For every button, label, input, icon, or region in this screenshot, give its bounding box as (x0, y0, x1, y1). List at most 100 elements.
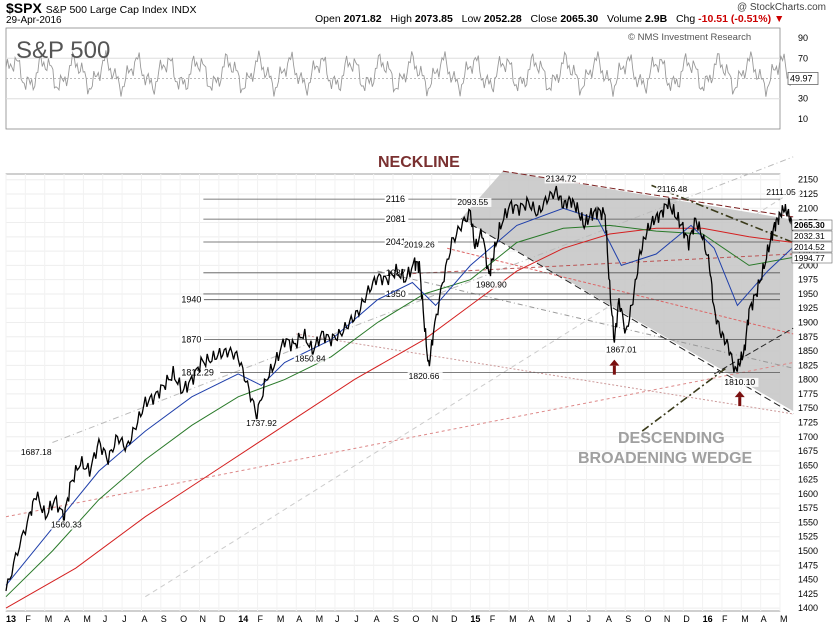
price-tick-label: 1625 (798, 475, 818, 485)
x-tick-label: M (741, 614, 749, 624)
x-tick-label: O (180, 614, 187, 624)
x-tick-label: F (490, 614, 496, 624)
price-tick-label: 1575 (798, 503, 818, 513)
wedge-shading (461, 171, 794, 412)
x-tick-label: A (64, 614, 70, 624)
x-tick-label: M (509, 614, 516, 624)
level-label: 1812.29 (181, 368, 214, 378)
level-label-bg (180, 334, 204, 344)
chart-credit: © NMS Investment Research (628, 32, 751, 43)
price-label: 1737.92 (246, 418, 277, 428)
x-tick-label: A (141, 614, 147, 624)
price-tick-label: 1875 (798, 332, 818, 342)
x-tick-label: F (258, 614, 264, 624)
exchange: INDX (171, 4, 197, 16)
x-tick-label: A (761, 614, 767, 624)
price-tick-label: 2150 (798, 175, 818, 185)
ma-green-line (5, 224, 794, 598)
support-fan-line (145, 190, 794, 598)
price-label: 2116.48 (657, 184, 687, 194)
x-tick-label: J (335, 614, 340, 624)
chg-value: -10.51 (-0.51%) (698, 13, 772, 25)
x-tick-label: M (45, 614, 53, 624)
x-tick-label: A (606, 614, 612, 624)
price-tick-label: 1675 (798, 446, 818, 456)
level-label-bg (384, 267, 409, 277)
last-value-label: 1994.77 (794, 253, 825, 263)
last-value-label: 2065.30 (794, 220, 825, 230)
price-tick-label: 1900 (798, 318, 818, 328)
price-label-bg (19, 448, 55, 458)
x-tick-label: F (25, 614, 31, 624)
volume-label: Volume (607, 13, 643, 25)
x-tick-label: S (393, 614, 399, 624)
resistance-line (447, 247, 794, 335)
rsi-tick-label: 90 (798, 33, 808, 43)
rsi-line (5, 50, 794, 97)
up-arrow-icon (609, 359, 620, 366)
price-tick-label: 1950 (798, 289, 818, 299)
price-label-bg (245, 419, 281, 429)
symbol-line: $SPX S&P 500 Large Cap Index INDX (6, 0, 197, 16)
rsi-tick-label: 30 (798, 94, 808, 104)
watermark: @ StockCharts.com (736, 2, 826, 13)
price-tick-label: 1800 (798, 375, 818, 385)
ohlc-readout: Open 2071.82 High 2073.85 Low 2052.28 Cl… (315, 13, 784, 25)
channel-line (651, 184, 794, 244)
level-label-bg (384, 236, 409, 246)
x-tick-label: A (528, 614, 534, 624)
x-tick-label: S (625, 614, 631, 624)
price-label: 2134.72 (546, 173, 577, 183)
last-value-label: 2032.31 (794, 231, 825, 241)
level-label: 2081 (386, 214, 406, 224)
price-label-bg (407, 371, 443, 381)
x-tick-label: M (548, 614, 556, 624)
open-value: 2071.82 (343, 13, 382, 25)
level-label: 1940 (181, 295, 201, 305)
x-tick-label: N (200, 614, 207, 624)
close-value: 2065.30 (560, 13, 599, 25)
price-label-bg (723, 377, 759, 387)
x-tick-label: M (83, 614, 91, 624)
resistance-line (405, 253, 794, 275)
rsi-last-box (787, 72, 819, 85)
level-label-bg (384, 288, 409, 298)
price-tick-label: 1700 (798, 432, 818, 442)
chart-header: $SPX S&P 500 Large Cap Index INDX 29-Apr… (0, 0, 840, 28)
price-label: 1687.18 (21, 447, 52, 457)
x-tick-label: O (412, 614, 419, 624)
price-tick-label: 1400 (798, 603, 818, 613)
level-label-bg (384, 194, 409, 204)
volume-value: 2.9B (645, 13, 668, 25)
x-tick-label: 14 (238, 614, 248, 624)
wedge-annotation-line1: DESCENDING (618, 430, 725, 447)
x-tick-label: A (374, 614, 380, 624)
last-value-box (791, 219, 833, 231)
level-label: 1950 (386, 289, 406, 299)
x-tick-label: D (219, 614, 226, 624)
x-tick-label: O (645, 614, 652, 624)
price-label-bg (474, 280, 510, 290)
price-label: 1810.10 (724, 377, 755, 387)
price-label-bg (765, 187, 801, 197)
x-tick-label: 15 (470, 614, 480, 624)
level-label-bg (180, 294, 204, 304)
level-label-bg (180, 367, 221, 377)
price-label-bg (402, 240, 438, 250)
price-tick-label: 1825 (798, 360, 818, 370)
x-tick-label: F (722, 614, 728, 624)
wedge-upper-support (713, 327, 794, 375)
last-value-box (791, 241, 833, 253)
price-tick-label: 1650 (798, 460, 818, 470)
x-tick-label: J (122, 614, 127, 624)
price-tick-label: 2000 (798, 260, 818, 270)
high-label: High (390, 13, 412, 25)
x-tick-label: M (780, 614, 788, 624)
price-label: 1980.90 (476, 279, 507, 289)
x-tick-label: S (161, 614, 167, 624)
x-tick-label: 13 (6, 614, 16, 624)
price-label-bg (50, 520, 86, 530)
price-label: 1820.66 (409, 371, 440, 381)
level-label: 1870 (181, 335, 201, 345)
price-tick-label: 1750 (798, 403, 818, 413)
